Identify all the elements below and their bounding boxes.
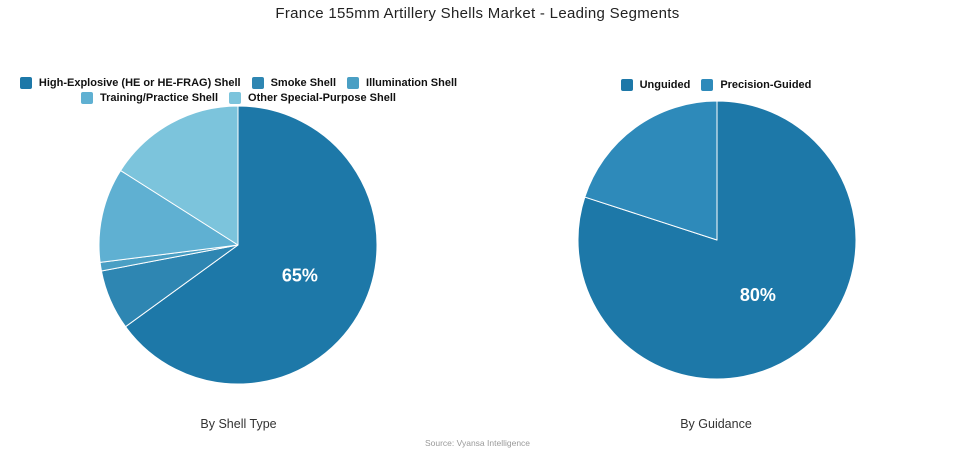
legend-label: Precision-Guided <box>720 79 812 91</box>
figure-guidance: Unguided Precision-Guided 80% By Guidance <box>477 0 955 454</box>
legend-row: Training/Practice Shell Other Special-Pur… <box>81 92 396 104</box>
legend-item: Unguided <box>620 79 691 91</box>
source-note: Source: Vyansa Intelligence <box>424 438 531 448</box>
legend-swatch-icon <box>229 92 242 104</box>
legend-guidance: Unguided Precision-Guided <box>477 79 955 91</box>
legend-swatch-icon <box>701 79 714 91</box>
pie-guidance: 80% <box>577 100 857 380</box>
caption-shell-type: By Shell Type <box>200 417 277 431</box>
legend-label: Illumination Shell <box>366 77 458 89</box>
legend-swatch-icon <box>81 92 94 104</box>
legend-label: Smoke Shell <box>270 77 337 89</box>
legend-swatch-icon <box>19 77 32 89</box>
pie-slice <box>120 105 239 246</box>
legend-item: Other Special-Purpose Shell <box>229 92 396 104</box>
page-title: France 155mm Artillery Shells Market - L… <box>275 5 680 22</box>
slice-label: 80% <box>740 285 776 305</box>
legend-item: Smoke Shell <box>251 77 337 89</box>
pie-shell-type: 65% <box>98 105 378 385</box>
caption-guidance: By Guidance <box>680 417 752 431</box>
legend-item: Training/Practice Shell <box>81 92 218 104</box>
legend-item: High-Explosive (HE or HE-FRAG) Shell <box>19 77 241 89</box>
legend-row: High-Explosive (HE or HE-FRAG) Shell Smok… <box>19 77 457 89</box>
pie-slice <box>584 100 718 241</box>
legend-swatch-icon <box>620 79 633 91</box>
legend-item: Illumination Shell <box>347 77 457 89</box>
pie-slice <box>125 105 378 385</box>
legend-label: Unguided <box>639 79 691 91</box>
legend-swatch-icon <box>251 77 264 89</box>
pie-slice <box>98 170 239 263</box>
legend-row: Unguided Precision-Guided <box>620 79 811 91</box>
legend-shell-type: High-Explosive (HE or HE-FRAG) Shell Smok… <box>0 77 477 104</box>
legend-swatch-icon <box>347 77 360 89</box>
legend-label: High-Explosive (HE or HE-FRAG) Shell <box>38 77 241 89</box>
slice-label: 65% <box>282 265 318 285</box>
legend-label: Training/Practice Shell <box>100 92 219 104</box>
figure-shell-type: High-Explosive (HE or HE-FRAG) Shell Smok… <box>0 0 477 454</box>
legend-item: Precision-Guided <box>701 79 811 91</box>
legend-label: Other Special-Purpose Shell <box>248 92 396 104</box>
